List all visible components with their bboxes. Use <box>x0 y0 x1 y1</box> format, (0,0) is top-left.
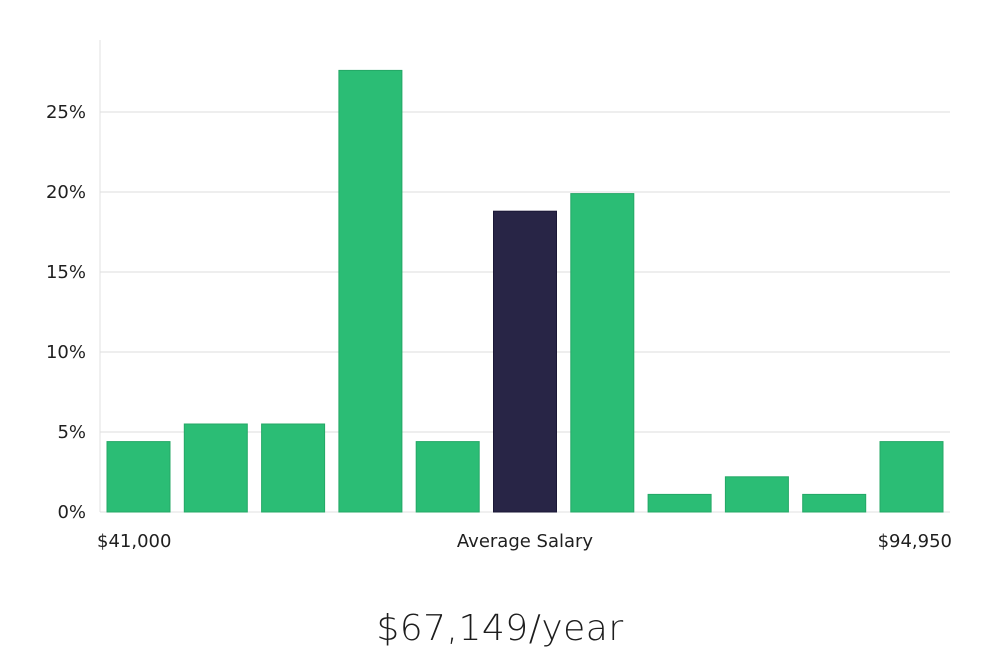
bar <box>261 423 326 513</box>
y-tick-label: 0% <box>57 502 86 523</box>
x-labels: $41,000 Average Salary $94,950 <box>97 531 952 552</box>
average-salary-value: $67,149/year <box>376 608 624 649</box>
bar <box>570 193 635 513</box>
y-tick-label: 25% <box>46 102 86 123</box>
bar <box>415 441 480 513</box>
bar <box>724 476 789 513</box>
salary-distribution-chart: 0% 5% 10% 15% 20% 25% $41,000 Average Salary … <box>46 40 952 552</box>
y-tick-labels: 0% 5% 10% 15% 20% 25% <box>46 102 86 523</box>
y-tick-label: 10% <box>46 342 86 363</box>
x-label-max: $94,950 <box>878 531 952 552</box>
y-tick-label: 5% <box>57 422 86 443</box>
salary-chart: 0% 5% 10% 15% 20% 25% $41,000 Average Salary … <box>46 40 952 552</box>
y-tick-label: 20% <box>46 182 86 203</box>
bar <box>338 69 403 513</box>
bar <box>106 441 171 513</box>
bar <box>183 423 248 513</box>
x-label-min: $41,000 <box>97 531 171 552</box>
y-tick-label: 15% <box>46 262 86 283</box>
bar <box>879 441 944 513</box>
x-label-center: Average Salary <box>457 531 594 552</box>
bar <box>802 493 867 513</box>
bar <box>647 493 712 513</box>
bars <box>106 69 944 513</box>
bar-average <box>493 210 557 513</box>
